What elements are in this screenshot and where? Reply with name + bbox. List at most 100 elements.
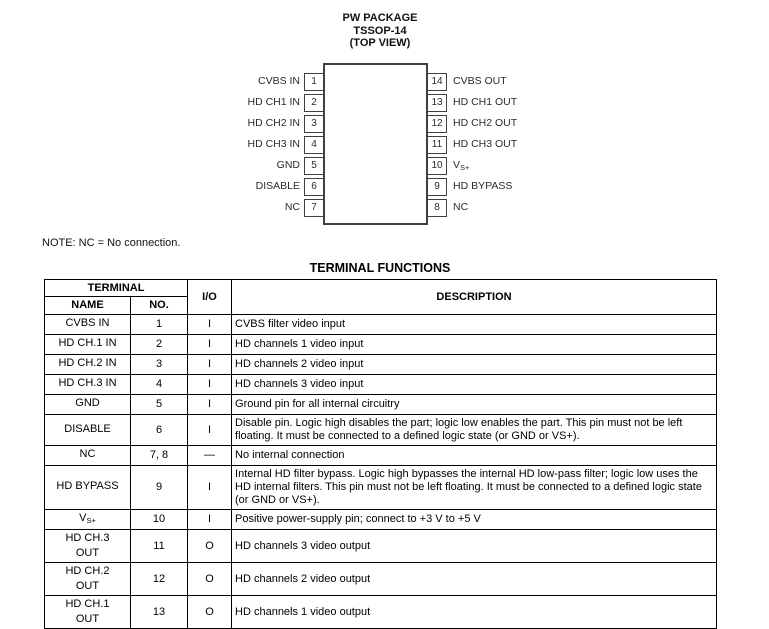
pin-label-left: HD CH2 IN	[247, 117, 300, 129]
pin-row-7-8: NC 7 8 NC	[0, 199, 769, 217]
pin-number-box: 2	[304, 94, 324, 112]
package-title: PW PACKAGE TSSOP-14 (TOP VIEW)	[280, 12, 480, 50]
table-row-hd-ch2-out: HD CH.2 OUT 12 O HD channels 2 video outp…	[44, 562, 718, 596]
pin-number-box: 12	[427, 115, 447, 133]
terminal-io: I	[187, 314, 233, 335]
pin-row-6-9: DISABLE 6 9 HD BYPASS	[0, 178, 769, 196]
terminal-io: O	[187, 529, 233, 563]
terminal-io: I	[187, 414, 233, 446]
pin-label-left: CVBS IN	[257, 75, 300, 87]
pin-label-text: HD CH1 OUT	[453, 96, 518, 108]
terminal-io: O	[187, 562, 233, 596]
table-row-hd-ch1-out: HD CH.1 OUT 13 O HD channels 1 video outp…	[44, 595, 718, 629]
terminal-io: I	[187, 394, 233, 415]
terminal-name: HD CH.3 OUT	[44, 529, 131, 563]
terminal-no: 12	[129, 562, 189, 596]
terminal-name: VS+	[44, 509, 131, 530]
header-row-terminal: TERMINAL I/O DESCRIPTION	[43, 279, 718, 315]
pin-label-left: GND	[276, 159, 300, 171]
terminal-no: 13	[129, 595, 189, 629]
pin-number-box: 11	[427, 136, 447, 154]
terminal-functions-table: TERMINAL I/O DESCRIPTION NAME NO. CVBS I…	[43, 279, 718, 629]
table-row-nc: NC 7, 8 — No internal connection	[44, 445, 718, 466]
no-header: NO.	[129, 296, 189, 315]
terminal-name: HD CH.1 IN	[44, 334, 131, 355]
terminal-name: HD CH.2 OUT	[44, 562, 131, 596]
terminal-description: Internal HD filter bypass. Logic high by…	[231, 465, 718, 510]
terminal-description: Ground pin for all internal circuitry	[231, 394, 718, 415]
pin-row-4-11: HD CH3 IN 4 11 HD CH3 OUT	[0, 136, 769, 154]
terminal-name: CVBS IN	[44, 314, 131, 335]
terminal-description: HD channels 2 video input	[231, 354, 718, 375]
pin-label-subscript: S+	[460, 163, 470, 172]
io-header: I/O	[187, 279, 233, 315]
table-row-hd-ch1-in: HD CH.1 IN 2 I HD channels 1 video input	[44, 334, 718, 355]
pin-number-box: 13	[427, 94, 447, 112]
terminal-no: 1	[129, 314, 189, 335]
pin-number-box: 10	[427, 157, 447, 175]
terminal-io: I	[187, 374, 233, 395]
terminal-description: No internal connection	[231, 445, 718, 466]
pin-label-text: HD BYPASS	[453, 180, 513, 192]
pin-label-text: HD CH3 OUT	[453, 138, 518, 150]
terminal-no: 5	[129, 394, 189, 415]
pin-label-text: V	[453, 159, 461, 171]
pin-label-right: HD CH3 OUT	[453, 138, 613, 151]
terminal-no: 11	[129, 529, 189, 563]
terminal-name: NC	[44, 445, 131, 466]
terminal-description: Positive power-supply pin; connect to +3…	[231, 509, 718, 530]
terminal-no: 4	[129, 374, 189, 395]
nc-note: NOTE: NC = No connection.	[42, 237, 181, 249]
pin-number-box: 4	[304, 136, 324, 154]
terminal-name: HD CH.1 OUT	[44, 595, 131, 629]
pin-label-right: VS+	[453, 159, 613, 172]
table-row-hd-bypass: HD BYPASS 9 I Internal HD filter bypass.…	[44, 465, 718, 510]
terminal-io: —	[187, 445, 233, 466]
terminal-io: I	[187, 465, 233, 510]
pin-number-box: 3	[304, 115, 324, 133]
pin-row-3-12: HD CH2 IN 3 12 HD CH2 OUT	[0, 115, 769, 133]
table-row-cvbs-in: CVBS IN 1 I CVBS filter video input	[44, 314, 718, 335]
description-header: DESCRIPTION	[231, 279, 718, 315]
terminal-description: HD channels 1 video output	[231, 595, 718, 629]
terminal-no: 10	[129, 509, 189, 530]
table-row-vs-plus: VS+ 10 I Positive power-supply pin; conn…	[44, 509, 718, 530]
package-title-line-2: TSSOP-14	[353, 24, 407, 37]
pin-label-right: NC	[453, 201, 613, 214]
pin-label-right: HD CH1 OUT	[453, 96, 613, 109]
terminal-name: HD CH.2 IN	[44, 354, 131, 375]
terminal-description: HD channels 3 video input	[231, 374, 718, 395]
table-row-hd-ch3-out: HD CH.3 OUT 11 O HD channels 3 video outp…	[44, 529, 718, 563]
terminal-io: O	[187, 595, 233, 629]
pin-number-box: 8	[427, 199, 447, 217]
terminal-io: I	[187, 334, 233, 355]
terminal-description: HD channels 3 video output	[231, 529, 718, 563]
pin-number-box: 1	[304, 73, 324, 91]
terminal-name: GND	[44, 394, 131, 415]
terminal-description: HD channels 2 video output	[231, 562, 718, 596]
terminal-no: 7, 8	[129, 445, 189, 466]
terminal-name: DISABLE	[44, 414, 131, 446]
pin-number-box: 14	[427, 73, 447, 91]
pin-label-text: CVBS OUT	[453, 75, 507, 87]
table-row-gnd: GND 5 I Ground pin for all internal circ…	[44, 394, 718, 415]
terminal-description: CVBS filter video input	[231, 314, 718, 335]
terminal-io: I	[187, 354, 233, 375]
pin-number-box: 5	[304, 157, 324, 175]
pin-number-box: 9	[427, 178, 447, 196]
terminal-name: HD CH.3 IN	[44, 374, 131, 395]
pin-row-1-14: CVBS IN 1 14 CVBS OUT	[0, 73, 769, 91]
pin-number-box: 7	[304, 199, 324, 217]
table-row-hd-ch3-in: HD CH.3 IN 4 I HD channels 3 video input	[44, 374, 718, 395]
table-row-disable: DISABLE 6 I Disable pin. Logic high disa…	[44, 414, 718, 446]
terminal-description: HD channels 1 video input	[231, 334, 718, 355]
terminal-io: I	[187, 509, 233, 530]
pin-label-text: HD CH2 OUT	[453, 117, 518, 129]
pin-label-left: DISABLE	[255, 180, 300, 192]
name-header: NAME	[44, 296, 131, 315]
terminal-no: 9	[129, 465, 189, 510]
pin-label-left: NC	[284, 201, 300, 213]
pin-label-left: HD CH3 IN	[247, 138, 300, 150]
terminal-no: 3	[129, 354, 189, 375]
